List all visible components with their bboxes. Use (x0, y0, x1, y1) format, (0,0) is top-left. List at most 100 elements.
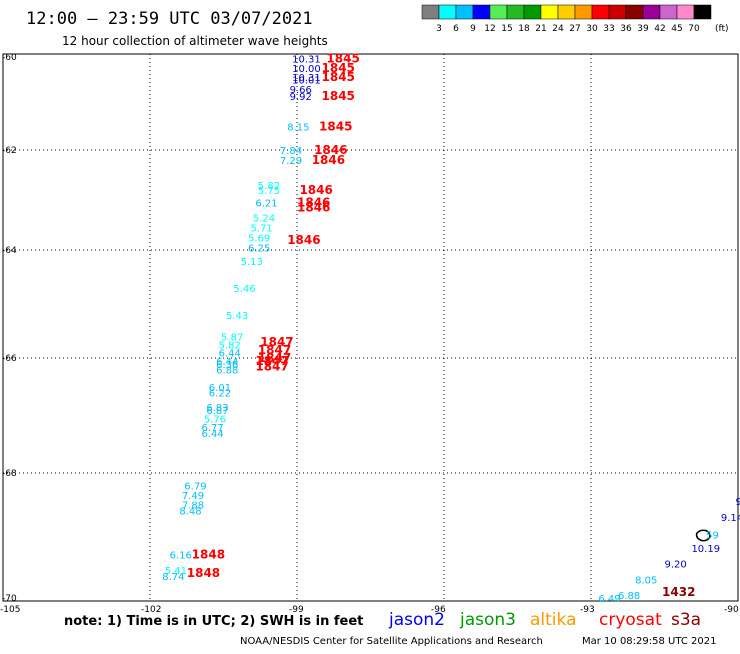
wave-height-label: 6.21 (255, 199, 277, 210)
lat-tick-64: -64 (2, 246, 17, 256)
wave-height-label: 9.14 (721, 513, 740, 524)
wave-height-label: 6.36 (216, 360, 238, 371)
wave-height-label: 10.19 (691, 544, 720, 555)
pass-time-label: 1845 (322, 70, 355, 84)
lon-tick-90: -90 (724, 605, 739, 615)
wave-height-label: 5.43 (226, 311, 248, 322)
wave-height-label: 6.44 (219, 349, 241, 360)
wave-height-label: 6.22 (209, 389, 231, 400)
wave-height-label: 7.88 (182, 500, 204, 511)
legend-swatch (557, 4, 576, 20)
pass-time-label: 1845 (319, 120, 352, 134)
lat-tick-68: -68 (2, 469, 17, 479)
wave-height-label: 5.76 (204, 414, 226, 425)
legend-swatch (693, 4, 712, 20)
wave-height-label: 8.74 (162, 572, 184, 583)
legend-swatch (591, 4, 610, 20)
pass-time-label: 1432 (662, 585, 695, 599)
wave-height-label: 10.31 (292, 54, 321, 65)
lon-tick-102: -102 (141, 605, 161, 615)
legend-swatch (455, 4, 474, 20)
sat-jason3: jason3 (459, 610, 516, 630)
legend-swatch (506, 4, 525, 20)
legend-swatch (489, 4, 508, 20)
legend-value: 30 (586, 24, 598, 34)
legend-swatch (540, 4, 559, 20)
wave-height-label: 5.82 (219, 341, 241, 352)
wave-height-labels: 10.3110.0010.3110.019.669.928.157.847.29… (162, 54, 740, 605)
pass-time-label: 1845 (326, 51, 359, 65)
pass-time-label: 1845 (322, 61, 355, 75)
legend-value: 42 (654, 24, 665, 34)
wave-height-label: 5.13 (241, 257, 263, 268)
sat-s3a: s3a (671, 610, 701, 630)
legend-swatch (625, 4, 644, 20)
legend-value: 12 (484, 24, 495, 34)
pass-time-label: 1847 (255, 354, 288, 368)
wave-height-label: 8.48 (179, 507, 201, 518)
wave-height-label: 5.41 (165, 566, 187, 577)
wave-height-label: 9.20 (665, 560, 687, 571)
wave-height-label: 9.66 (290, 85, 312, 96)
wave-height-label: 10.31 (292, 73, 321, 84)
lon-tick-99: -99 (289, 605, 304, 615)
wave-height-label: 6.79 (184, 482, 206, 493)
legend-value: 9 (470, 24, 476, 34)
sat-jason2: jason2 (388, 610, 445, 630)
page-subtitle: 12 hour collection of altimeter wave hei… (62, 34, 328, 48)
legend-value: 27 (569, 24, 580, 34)
legend-swatch (523, 4, 542, 20)
wave-height-label: 6.77 (201, 423, 223, 434)
pass-time-label: 1847 (258, 343, 291, 357)
lat-tick-66: -66 (2, 354, 17, 364)
legend-swatch (676, 4, 695, 20)
wave-height-label: 5.87 (221, 332, 243, 343)
wave-height-label: 59 (706, 530, 719, 541)
legend-swatch (608, 4, 627, 20)
wave-height-label: 7.29 (280, 156, 302, 167)
legend-value: 33 (603, 24, 614, 34)
pass-time-label: 1847 (260, 335, 293, 349)
pass-time-label: 1846 (297, 196, 330, 210)
legend-value: 45 (671, 24, 682, 34)
legend-unit: (ft) (715, 24, 729, 34)
map-gridlines (3, 54, 738, 601)
sat-cryosat: cryosat (599, 610, 662, 630)
legend-value: 36 (620, 24, 632, 34)
footnote: note: 1) Time is in UTC; 2) SWH is in fe… (64, 614, 363, 629)
pass-time-label: 1846 (297, 201, 330, 215)
wave-height-label: 10.01 (292, 76, 321, 87)
page-title: 12:00 – 23:59 UTC 03/07/2021 (26, 9, 313, 29)
lat-tick-60: -60 (2, 53, 17, 63)
legend-swatch (472, 4, 491, 20)
legend-swatch (421, 4, 440, 20)
color-legend: 3 6 9 12 15 18 21 24 27 30 33 36 39 42 45 70 (421, 4, 712, 34)
wave-height-label: 9.92 (290, 92, 312, 103)
legend-swatch (642, 4, 661, 20)
wave-height-label: 10.00 (292, 64, 321, 75)
legend-swatch (438, 4, 457, 20)
wave-height-label: 8.05 (635, 575, 657, 586)
legend-value: 39 (637, 24, 649, 34)
wave-height-label: 6.44 (216, 357, 238, 368)
pass-time-label: 1846 (299, 183, 332, 197)
pass-time-label: 1848 (187, 566, 220, 580)
legend-swatch (659, 4, 678, 20)
wave-height-label: 5.71 (250, 224, 272, 235)
wave-height-label: 7.49 (182, 491, 204, 502)
wave-height-label: 9.3 (736, 497, 740, 508)
legend-value: 15 (501, 24, 512, 34)
legend-swatch (574, 4, 593, 20)
pass-time-label: 1845 (322, 89, 355, 103)
wave-height-label: 6.88 (618, 591, 640, 602)
wave-height-label: 6.16 (170, 550, 192, 561)
sat-altika: altika (530, 610, 577, 630)
wave-height-label: 6.25 (248, 244, 270, 255)
wave-height-label: 5.75 (258, 186, 280, 197)
pass-time-label: 1848 (192, 547, 225, 561)
wave-height-label: 6.44 (201, 429, 223, 440)
legend-value: 3 (436, 24, 442, 34)
pass-time-label: 1846 (287, 233, 320, 247)
